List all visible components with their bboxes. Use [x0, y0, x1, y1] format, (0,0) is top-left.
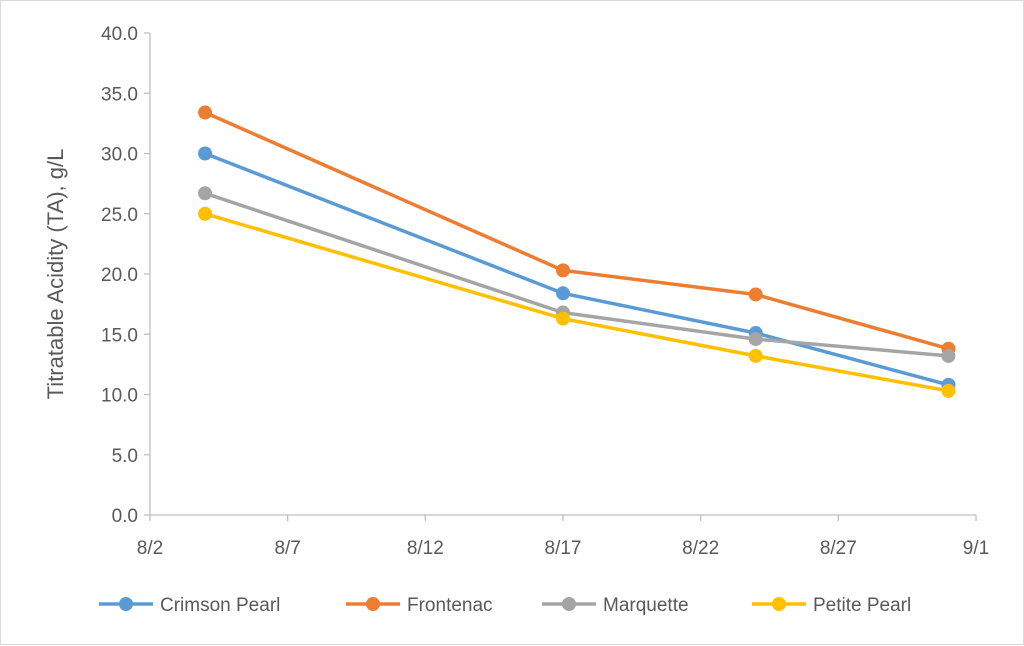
series-marquette — [198, 186, 956, 363]
legend: Crimson Pearl Frontenac Marquette Petite Pe… — [99, 595, 911, 616]
x-tick-label: 8/7 — [274, 538, 300, 559]
legend-swatch-marker — [119, 597, 133, 611]
legend-label: Frontenac — [407, 595, 493, 616]
data-point-petite-pearl — [198, 206, 213, 221]
y-tick-label: 10.0 — [101, 386, 138, 407]
series-line-marquette — [204, 191, 949, 358]
series-line-frontenac — [204, 110, 949, 351]
legend-entry-crimson-pearl: Crimson Pearl — [99, 595, 280, 616]
y-tick-label: 0.0 — [112, 506, 138, 527]
y-tick-label: 20.0 — [101, 265, 138, 286]
x-tick-label: 9/1 — [963, 538, 989, 559]
series-line-crimson-pearl — [204, 151, 949, 387]
legend-label: Crimson Pearl — [160, 595, 280, 616]
legend-entry-frontenac: Frontenac — [346, 595, 493, 616]
data-point-frontenac — [748, 287, 763, 302]
legend-swatch-marker — [562, 597, 576, 611]
legend-label: Marquette — [603, 595, 689, 616]
x-tick-label: 8/17 — [545, 538, 582, 559]
legend-entry-marquette: Marquette — [542, 595, 689, 616]
y-tick-label: 35.0 — [101, 84, 138, 105]
data-point-petite-pearl — [941, 383, 956, 398]
data-point-marquette — [198, 186, 213, 201]
legend-swatch-marker — [772, 597, 786, 611]
data-point-petite-pearl — [748, 348, 763, 363]
data-point-petite-pearl — [556, 311, 570, 326]
data-point-marquette — [748, 332, 763, 347]
x-tick-label: 8/2 — [137, 538, 163, 559]
x-tick-label: 8/27 — [820, 538, 857, 559]
series-crimson-pearl — [198, 146, 956, 392]
legend-swatch-marker — [366, 597, 380, 611]
legend-entry-petite-pearl: Petite Pearl — [752, 595, 911, 616]
series-line-petite-pearl — [204, 212, 949, 393]
data-point-marquette — [941, 348, 956, 363]
y-tick-label: 15.0 — [101, 325, 138, 346]
axes: 0.0 5.0 10.0 15.0 20.0 25.0 30.0 35.0 40.0 8/2 8/7… — [101, 24, 989, 559]
data-point-crimson-pearl — [556, 286, 570, 301]
series-layer — [198, 105, 956, 398]
y-axis-title: Titratable Acidity (TA), g/L — [43, 149, 68, 400]
y-tick-label: 40.0 — [101, 24, 138, 45]
x-tick-label: 8/12 — [407, 538, 444, 559]
data-point-frontenac — [556, 263, 570, 278]
series-petite-pearl — [198, 206, 956, 398]
y-tick-label: 25.0 — [101, 205, 138, 226]
data-point-crimson-pearl — [198, 146, 213, 161]
legend-label: Petite Pearl — [813, 595, 911, 616]
y-tick-label: 30.0 — [101, 145, 138, 166]
data-point-frontenac — [198, 105, 213, 120]
x-tick-label: 8/22 — [682, 538, 719, 559]
y-tick-label: 5.0 — [112, 446, 138, 467]
